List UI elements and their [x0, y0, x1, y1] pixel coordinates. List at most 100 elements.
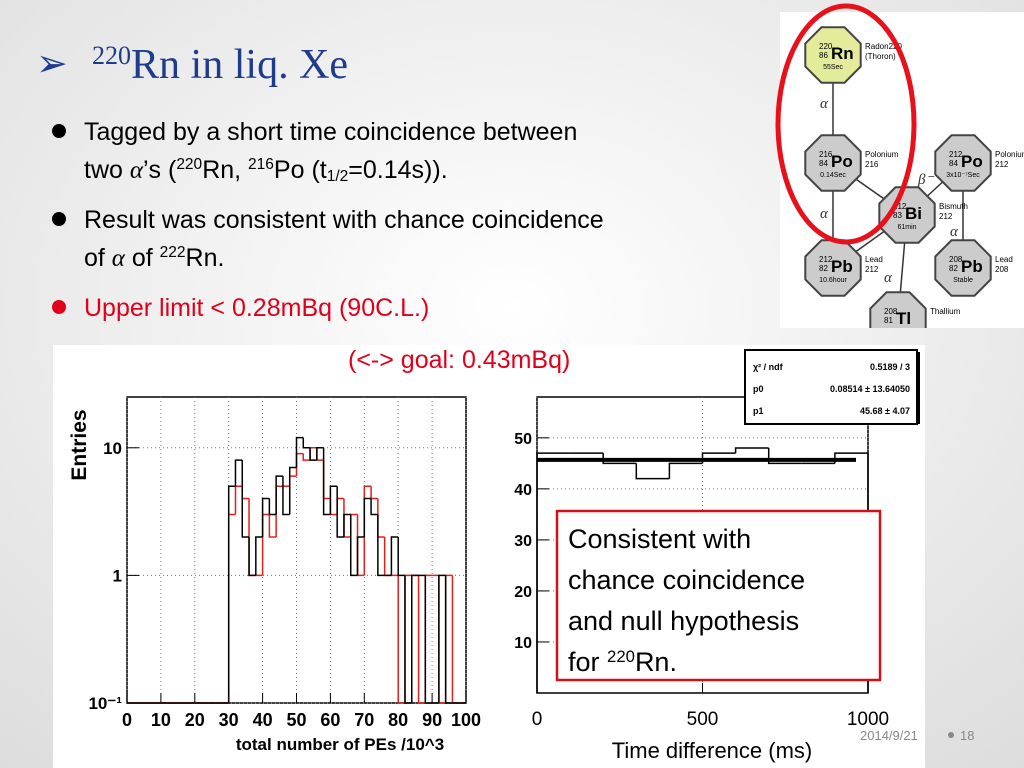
- mass-number: 212: [893, 202, 907, 211]
- text-run: Tagged by a short time coincidence betwe…: [84, 118, 577, 146]
- x-tick-label: 70: [354, 710, 374, 730]
- text-run: ’s (: [143, 156, 177, 184]
- atomic-number: 83: [893, 211, 902, 220]
- mass-number: 220: [819, 42, 833, 51]
- element-symbol: Po: [831, 152, 853, 171]
- nuclide-node: [934, 134, 992, 192]
- histogram-bin: [309, 447, 317, 461]
- bullet-text: Result was consistent with chance coinci…: [84, 206, 604, 234]
- half-life: 3x10⁻⁷Sec: [946, 172, 980, 179]
- atomic-number: 82: [949, 264, 958, 273]
- nuclide-name: 212: [939, 212, 953, 221]
- histogram-bin: [411, 574, 419, 703]
- histogram-bin: [288, 466, 297, 515]
- text-run: chance coincidence: [568, 565, 805, 595]
- histogram-bin: [282, 476, 290, 516]
- element-symbol: Bi: [905, 204, 922, 223]
- nuclide-name: Thallium: [930, 307, 961, 316]
- text-run: Consistent with: [568, 524, 751, 554]
- text-run: for: [568, 647, 607, 677]
- histogram-bin: [255, 536, 263, 576]
- callout-box: [555, 509, 882, 682]
- half-life: 61min: [897, 224, 916, 231]
- text-run: Rn.: [186, 244, 225, 272]
- atomic-number: 82: [819, 264, 828, 273]
- nuclide-name: Lead: [995, 255, 1013, 264]
- mass-number: 212: [949, 150, 963, 159]
- histogram-bin: [363, 485, 372, 576]
- text-run: 220: [176, 156, 202, 173]
- x-tick-label: 60: [320, 710, 340, 730]
- histogram-bin: [397, 536, 405, 577]
- half-life: 0.14Sec: [820, 172, 846, 179]
- x-tick-label: 0: [532, 709, 543, 730]
- fit-param-name: p0: [753, 384, 764, 394]
- y-axis-label: Entries: [68, 409, 91, 480]
- text-run: =0.14s)).: [348, 156, 447, 184]
- text-run: two: [84, 156, 130, 184]
- nuclide-name: 212: [865, 265, 879, 274]
- y-tick-label: 20: [514, 584, 532, 601]
- histogram-bin: [316, 447, 324, 461]
- title-marker: ➢: [36, 43, 68, 85]
- histogram-bin: [268, 498, 277, 516]
- nuclide-name: 216: [865, 160, 879, 169]
- histogram-bin: [343, 513, 351, 537]
- histogram-bin: [227, 485, 236, 703]
- text-run: of: [84, 244, 112, 272]
- bullet-text: of α of 222Rn.: [84, 244, 224, 272]
- fit-param-name: χ² / ndf: [753, 362, 784, 372]
- histogram-bin: [261, 497, 270, 537]
- callout-text: for 220Rn.: [568, 647, 677, 677]
- callout-text: chance coincidence: [568, 565, 805, 595]
- fit-param-value: 0.5189 / 3: [870, 362, 910, 372]
- histogram-bin: [417, 575, 426, 704]
- histogram-bin: [668, 462, 703, 479]
- nuclide-name: Bismuth: [939, 202, 968, 211]
- nuclide-name: Lead: [865, 255, 883, 264]
- half-life: 55Sec: [823, 64, 843, 71]
- x-tick-label: 0: [122, 710, 132, 730]
- nuclide-name: (Thoron): [865, 52, 896, 61]
- text-run: Result was consistent with chance coinci…: [84, 206, 604, 234]
- histogram-bin: [370, 498, 378, 516]
- x-tick-label: 80: [388, 710, 408, 730]
- histogram-bin: [404, 575, 412, 704]
- x-tick-label: 90: [422, 710, 442, 730]
- nuclide-node: [804, 26, 862, 84]
- text-run: Po (t: [274, 156, 327, 184]
- nuclide-node: [934, 239, 992, 297]
- title: 220Rn in liq. Xe: [92, 41, 348, 88]
- atomic-number: 84: [949, 159, 958, 168]
- fit-param-value: 45.68 ± 4.07: [860, 406, 910, 416]
- footer-page: 18: [960, 728, 974, 743]
- histogram-bin: [767, 448, 802, 465]
- y-tick-label: 40: [514, 482, 532, 499]
- histogram-bin: [377, 514, 385, 577]
- decay-label: α: [884, 270, 893, 286]
- element-symbol: Pb: [831, 257, 853, 276]
- decay-label: α: [820, 206, 829, 222]
- mass-number: 212: [819, 255, 833, 264]
- bullet-dot: [52, 300, 66, 314]
- histogram-bin: [536, 452, 571, 693]
- histogram-bin: [234, 459, 243, 487]
- goal-text: (<-> goal: 0.43mBq): [348, 346, 570, 374]
- histogram-bin: [438, 574, 446, 703]
- histogram-bin: [602, 453, 637, 465]
- half-life: 10.6hour: [819, 277, 847, 284]
- histogram-bin: [444, 575, 453, 704]
- x-tick-label: 500: [687, 709, 719, 730]
- atomic-number: 81: [884, 316, 893, 325]
- mass-number: 208: [884, 307, 898, 316]
- y-tick-label: 1: [113, 566, 122, 585]
- histogram-bin: [248, 536, 256, 577]
- atomic-number: 86: [819, 51, 828, 60]
- text-run: 1/2: [327, 168, 349, 185]
- decay-label: β⁻: [917, 172, 934, 188]
- histogram-bin: [424, 575, 433, 704]
- nuclide-node: [804, 134, 862, 192]
- element-symbol: Po: [961, 152, 983, 171]
